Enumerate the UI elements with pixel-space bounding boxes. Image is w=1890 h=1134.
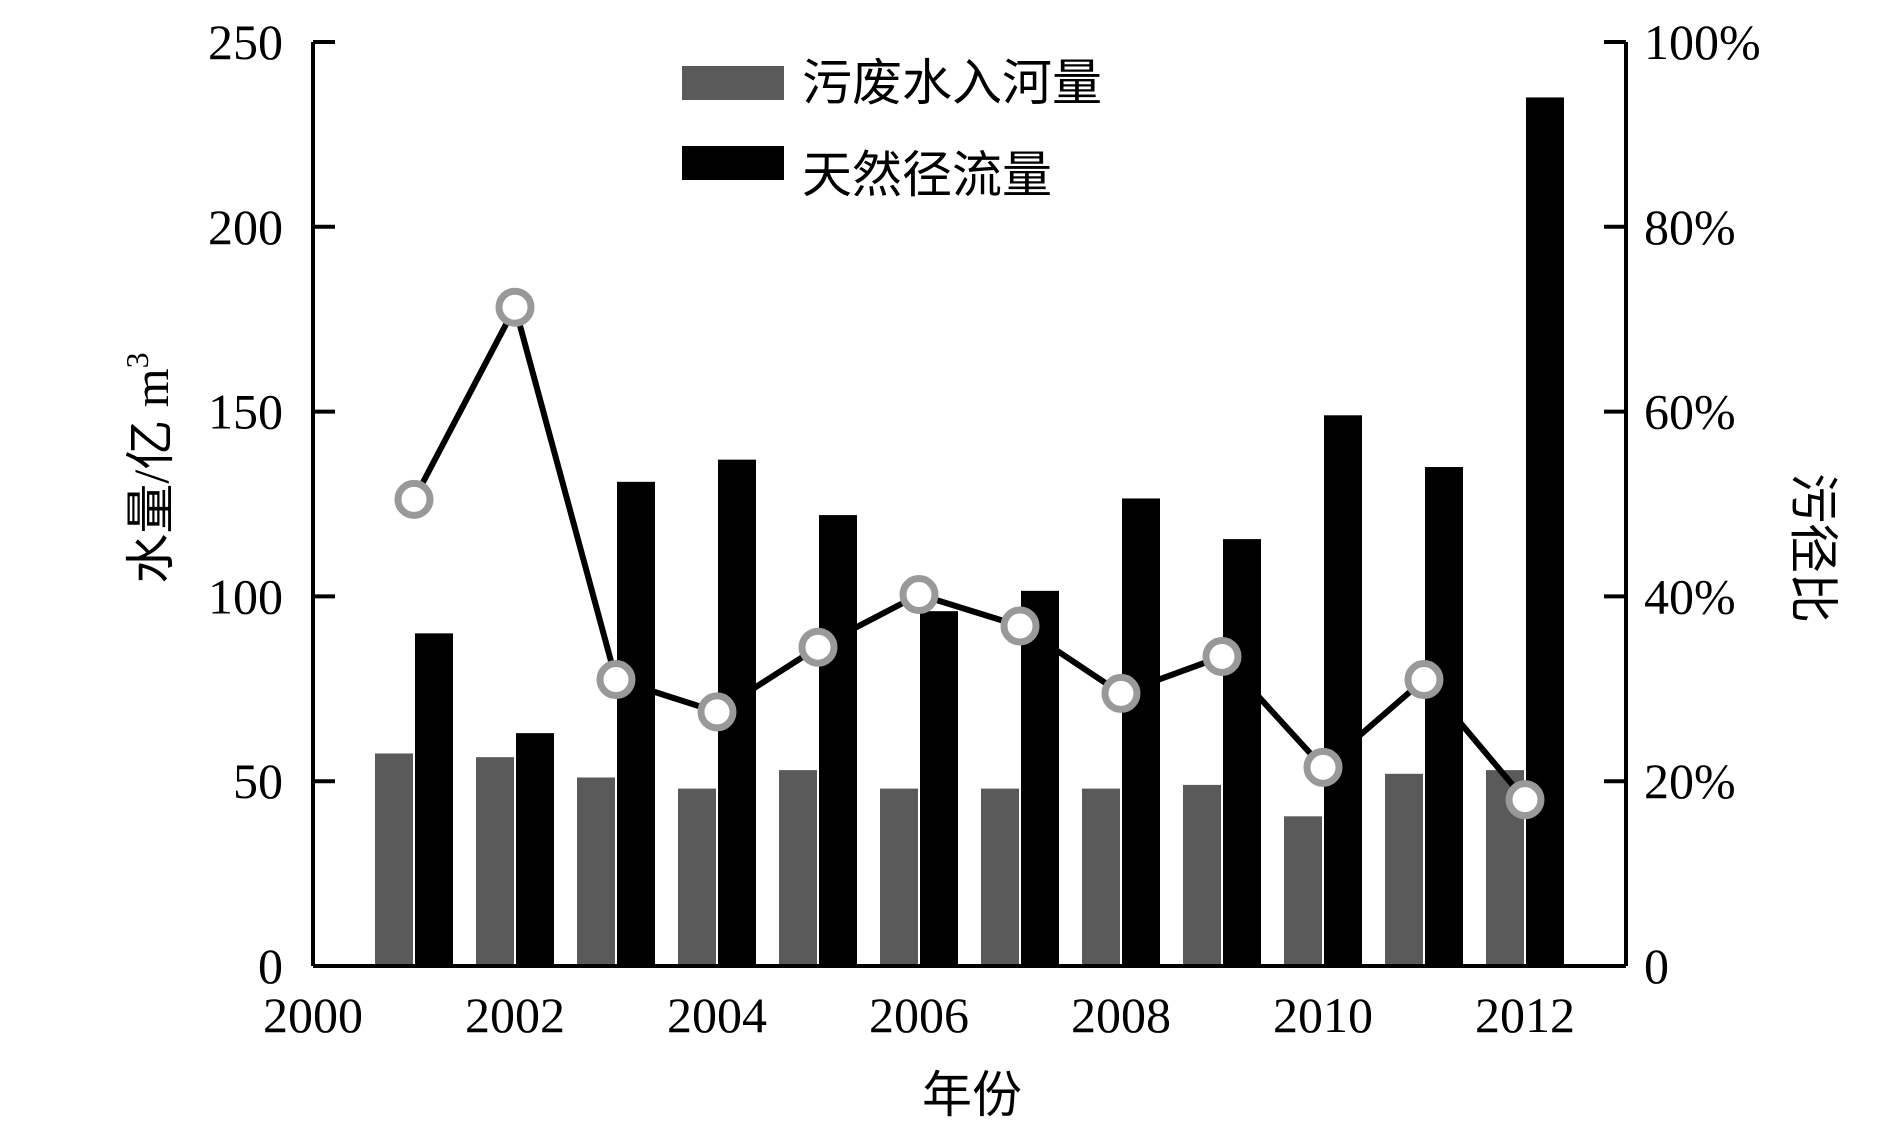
ratio-point-2004	[697, 692, 737, 732]
y-axis-title-superscript: 3	[119, 352, 155, 368]
bar-wastewater-2003	[577, 777, 615, 966]
bar-layer	[375, 97, 1564, 966]
bar-wastewater-2004	[678, 788, 716, 966]
bar-wastewater-2009	[1183, 784, 1221, 966]
y2-tick-label-0: 0	[1644, 938, 1669, 994]
y-axis-title-main: 水量/亿 m	[123, 368, 179, 583]
ratio-point-2006	[899, 575, 939, 615]
y2-axis-title: 污径比	[1785, 473, 1841, 623]
x-axis-title: 年份	[922, 1067, 1022, 1123]
x-tick-label-2008: 2008	[1071, 987, 1171, 1043]
bar-wastewater-2007	[981, 788, 1019, 966]
bar-runoff-2010	[1324, 415, 1362, 966]
legend-swatch-wastewater	[682, 66, 784, 100]
bar-runoff-2007	[1021, 590, 1059, 966]
y-axis-title: 水量/亿 m3	[119, 352, 179, 583]
ratio-point-2003	[596, 660, 636, 700]
bar-runoff-2009	[1223, 539, 1261, 966]
y-tick-label-150: 150	[208, 384, 283, 440]
bar-runoff-2002	[516, 733, 554, 966]
y-tick-label-250: 250	[208, 14, 283, 70]
bar-wastewater-2008	[1082, 788, 1120, 966]
ratio-point-2010	[1303, 747, 1343, 787]
legend: 污废水入河量 天然径流量	[682, 55, 1102, 203]
ratio-point-2009	[1202, 636, 1242, 676]
bar-runoff-2008	[1122, 498, 1160, 966]
ratio-point-2002	[495, 287, 535, 327]
x-tick-label-2010: 2010	[1273, 987, 1373, 1043]
tick-layer: 0 50 100 150 200 250 0 20% 40% 60% 80% 100% 2000 2002…	[208, 14, 1761, 1043]
ratio-line	[411, 304, 1528, 802]
x-tick-label-2006: 2006	[869, 987, 969, 1043]
y2-tick-label-3: 60%	[1644, 384, 1736, 440]
x-tick-label-2002: 2002	[465, 987, 565, 1043]
bar-runoff-2005	[819, 515, 857, 966]
bar-wastewater-2011	[1385, 773, 1423, 966]
bar-wastewater-2002	[476, 757, 514, 966]
bar-wastewater-2006	[880, 788, 918, 966]
bar-wastewater-2010	[1284, 816, 1322, 966]
ratio-point-2007	[1000, 606, 1040, 646]
ratio-point-2001	[394, 479, 434, 519]
ratio-point-2012	[1505, 780, 1545, 820]
x-tick-label-2004: 2004	[667, 987, 767, 1043]
legend-swatch-runoff	[682, 146, 784, 180]
legend-label-runoff: 天然径流量	[802, 147, 1052, 203]
bar-runoff-2012	[1526, 97, 1564, 966]
x-tick-label-2000: 2000	[263, 987, 363, 1043]
ratio-point-2008	[1101, 673, 1141, 713]
bar-runoff-2006	[920, 611, 958, 966]
bar-runoff-2003	[617, 481, 655, 966]
ratio-point-2011	[1404, 660, 1444, 700]
y-tick-label-200: 200	[208, 199, 283, 255]
y-tick-label-0: 0	[258, 938, 283, 994]
y2-tick-label-1: 20%	[1644, 753, 1736, 809]
ratio-line-layer	[394, 287, 1545, 820]
y-tick-label-100: 100	[208, 568, 283, 624]
bar-wastewater-2001	[375, 753, 413, 966]
x-tick-label-2012: 2012	[1475, 987, 1575, 1043]
y2-tick-label-4: 80%	[1644, 199, 1736, 255]
y2-tick-label-2: 40%	[1644, 568, 1736, 624]
bar-wastewater-2005	[779, 770, 817, 966]
y2-tick-label-5: 100%	[1644, 14, 1761, 70]
bar-runoff-2001	[415, 633, 453, 966]
axes	[311, 42, 1628, 968]
y-tick-label-50: 50	[233, 753, 283, 809]
legend-label-wastewater: 污废水入河量	[802, 55, 1102, 111]
ratio-point-2005	[798, 627, 838, 667]
